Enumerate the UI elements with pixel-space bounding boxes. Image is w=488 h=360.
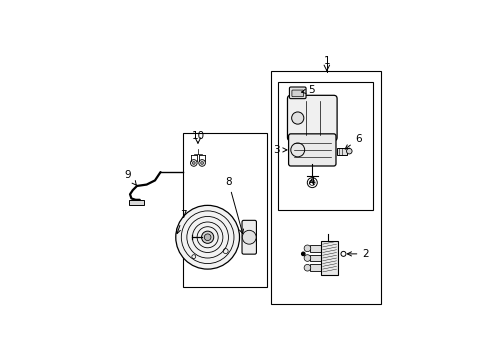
Circle shape — [201, 231, 213, 243]
Text: 3: 3 — [273, 145, 286, 155]
Circle shape — [175, 205, 239, 269]
Text: 2: 2 — [346, 249, 368, 259]
Text: 10: 10 — [191, 131, 204, 141]
Circle shape — [198, 159, 205, 166]
Text: 6: 6 — [345, 134, 361, 149]
Text: 8: 8 — [224, 177, 243, 234]
Text: 9: 9 — [124, 170, 136, 185]
Circle shape — [200, 162, 203, 164]
Bar — [309, 255, 324, 261]
Circle shape — [304, 255, 310, 261]
Bar — [309, 245, 324, 252]
Text: 7: 7 — [176, 210, 186, 234]
Bar — [271, 71, 380, 304]
Text: 4: 4 — [307, 177, 314, 187]
Circle shape — [346, 148, 351, 154]
FancyBboxPatch shape — [289, 87, 305, 99]
Bar — [128, 201, 143, 205]
Text: 1: 1 — [323, 56, 329, 66]
Circle shape — [291, 112, 303, 124]
Bar — [336, 148, 346, 155]
FancyBboxPatch shape — [287, 95, 336, 141]
FancyBboxPatch shape — [291, 90, 303, 97]
Circle shape — [192, 162, 195, 164]
FancyBboxPatch shape — [288, 134, 335, 166]
Bar — [278, 82, 372, 210]
Circle shape — [304, 245, 310, 252]
Circle shape — [290, 143, 304, 157]
Bar — [309, 264, 324, 271]
Text: 5: 5 — [301, 85, 314, 95]
Circle shape — [190, 159, 197, 166]
Bar — [183, 133, 267, 287]
Circle shape — [304, 264, 310, 271]
Circle shape — [204, 234, 210, 240]
FancyBboxPatch shape — [242, 220, 256, 254]
Bar — [321, 242, 337, 275]
Circle shape — [301, 252, 305, 256]
Circle shape — [242, 230, 256, 244]
